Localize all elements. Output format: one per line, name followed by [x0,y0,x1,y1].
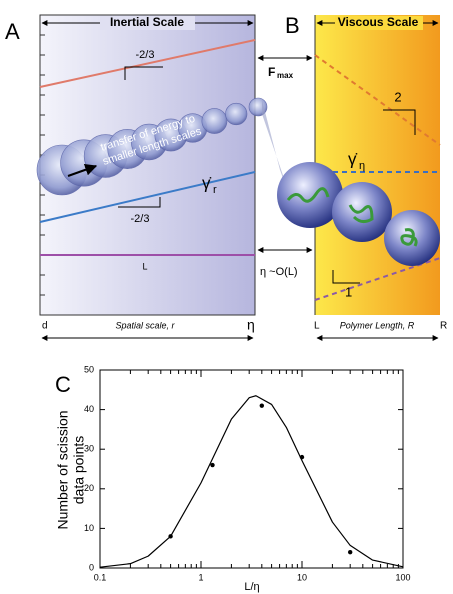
energy-arrow [67,163,98,177]
energy-line [39,39,256,88]
axis-label: Polymer Length, R [340,320,415,330]
axis-end: R [440,321,447,332]
panel-label: A [5,19,20,44]
y-axis-title: Number of scission data points [55,410,87,529]
slope-label: 2 [394,89,401,104]
slope-bracket [383,109,416,135]
force-label: F [268,65,275,79]
x-tick-label: 100 [395,572,410,582]
polymer [286,187,330,203]
axis-label: Spatial scale, r [115,320,175,330]
force-subscript: max [277,71,294,80]
y-axis-title-line: Number of scission [55,410,71,529]
axis-start: L [314,321,320,332]
rate-subscript: η [359,160,365,172]
panel-label: C [55,372,71,397]
panel-header: Viscous Scale [338,15,419,29]
fit-curve [99,395,404,568]
x-tick-label: 0.1 [94,572,107,582]
panel-header: Inertial Scale [110,15,184,29]
bubble [201,108,228,134]
x-tick-label: 1 [198,572,203,582]
axis-start: d [42,321,48,332]
sphere [277,162,343,228]
slope-label: -2/3 [136,49,155,61]
axis-end: η [247,317,255,333]
y-tick-label: 50 [84,364,94,374]
panel-b-box [315,15,440,315]
polymer-spheres [277,162,440,266]
y-tick-label: 30 [84,444,94,454]
rate-symbol: γ̇ [202,173,212,192]
x-tick-label: 10 [297,572,307,582]
slope-bracket [332,270,360,284]
line-label: L [142,261,147,271]
rate-subscript: r [213,184,217,196]
x-axis-title: L/η [244,581,259,593]
scale-relation: η ~O(L) [260,266,298,278]
rate-line [39,171,256,223]
slope-label: 1 [345,284,352,299]
data-point [259,403,265,408]
header-bg [335,16,423,30]
y-axis-title-line: data points [71,436,87,505]
y-tick-label: 10 [84,523,94,533]
rate-symbol: γ̇ [348,149,358,168]
data-point [347,549,353,555]
panel-label: B [285,13,300,38]
y-tick-label: 0 [89,562,94,572]
data-point [210,462,215,468]
polymer [348,204,374,224]
slope-bracket [118,197,161,208]
slope-bracket [124,66,163,80]
y-tick-label: 40 [84,404,94,414]
slope-label: -2/3 [131,213,150,225]
plot-frame [99,369,404,569]
bubble [225,102,248,126]
polymer [400,228,418,247]
y-tick-label: 20 [84,483,94,493]
energy-line [314,54,441,146]
header-bg [100,16,195,30]
